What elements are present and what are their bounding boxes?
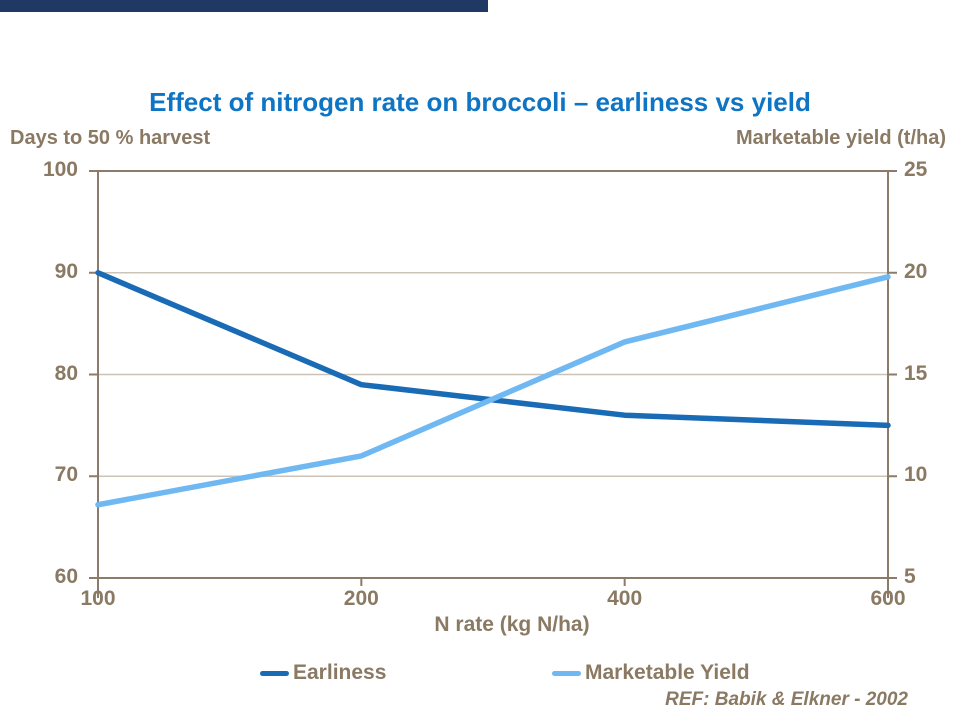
left-axis-tick-label: 100: [42, 158, 78, 181]
series-line-marketable-yield: [95, 274, 891, 508]
top-accent-bar: [0, 0, 488, 12]
reference-citation: REF: Babik & Elkner - 2002: [665, 689, 908, 710]
legend-label: Marketable Yield: [585, 661, 750, 684]
left-axis-title: Days to 50 % harvest: [10, 127, 211, 149]
legend-item-earliness: Earliness: [260, 661, 386, 685]
legend-line-swatch-icon: [552, 670, 581, 676]
legend-item-marketable-yield: Marketable Yield: [552, 661, 750, 685]
right-axis-tick-label: 20: [904, 259, 928, 283]
left-axis-tick-label: 80: [54, 361, 78, 385]
chart-title: Effect of nitrogen rate on broccoli – ea…: [149, 87, 811, 118]
left-axis-tick-label: 60: [54, 565, 78, 588]
x-axis-title: N rate (kg N/ha): [434, 613, 590, 636]
x-axis-tick-label: 600: [870, 587, 906, 610]
right-axis-tick-label: 10: [904, 463, 928, 487]
right-axis-tick-label: 5: [904, 565, 916, 588]
left-axis-tick-label: 90: [54, 259, 78, 283]
legend-label: Earliness: [293, 661, 387, 684]
right-axis-title: Marketable yield (t/ha): [735, 127, 946, 149]
legend-line-swatch-icon: [260, 670, 289, 676]
series-line-earliness: [95, 270, 891, 429]
left-axis-tick-label: 70: [54, 463, 78, 487]
x-axis-tick-label: 100: [80, 587, 116, 610]
right-axis-tick-label: 25: [904, 158, 928, 181]
x-axis-tick-label: 400: [607, 587, 643, 610]
x-axis-tick-label: 200: [343, 587, 379, 610]
right-axis-tick-label: 15: [904, 361, 928, 385]
